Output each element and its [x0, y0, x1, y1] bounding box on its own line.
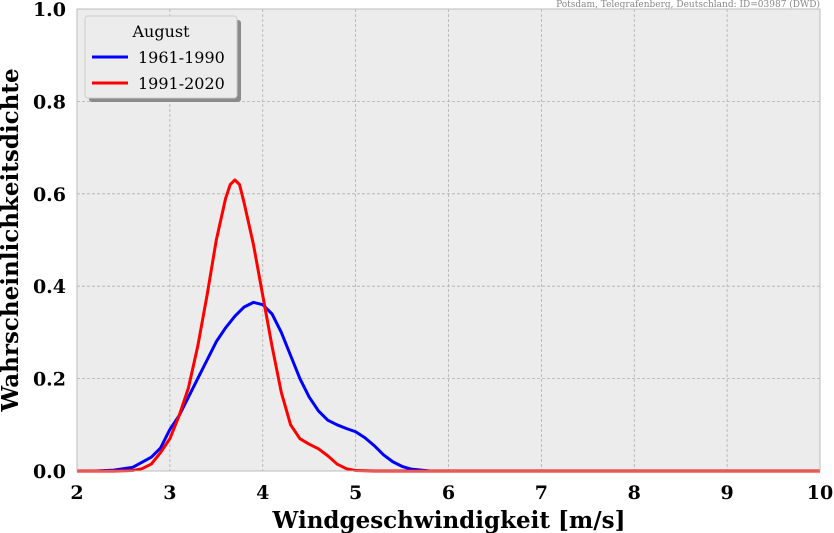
series-group: [77, 178, 820, 473]
series-line-1: [77, 300, 820, 473]
y-tick-label: 0.0: [33, 461, 66, 483]
series-line-2: [77, 178, 820, 473]
legend-label-2: 1991-2020: [138, 74, 225, 93]
legend-title: August: [131, 22, 190, 41]
y-axis-ticks: 0.0 0.2 0.4 0.6 0.8 1.0: [33, 0, 66, 483]
x-tick-label: 10: [807, 482, 833, 504]
plot-frame: [76, 8, 821, 472]
source-note: Potsdam, Telegrafenberg, Deutschland: ID…: [556, 0, 820, 10]
y-tick-label: 0.8: [33, 91, 66, 113]
y-tick-label: 0.2: [33, 369, 66, 391]
x-tick-label: 8: [628, 482, 641, 504]
legend: August 1961-1990 1991-2020: [84, 15, 241, 102]
x-tick-label: 2: [70, 482, 83, 504]
legend-entries: 1961-1990 1991-2020: [92, 48, 225, 93]
x-tick-label: 5: [349, 482, 362, 504]
y-tick-label: 1.0: [33, 0, 66, 21]
x-axis-ticks: 2 3 4 5 6 7 8 9 10: [70, 482, 833, 504]
x-tick-label: 7: [535, 482, 548, 504]
y-tick-label: 0.4: [33, 276, 66, 298]
x-axis-label: Windgeschwindigkeit [m/s]: [272, 507, 626, 533]
legend-label-1: 1961-1990: [138, 48, 225, 67]
y-tick-label: 0.6: [33, 184, 66, 206]
x-tick-label: 3: [163, 482, 176, 504]
x-tick-label: 6: [442, 482, 455, 504]
y-axis-label: Wahrscheinlichkeitsdichte: [0, 68, 24, 412]
legend-box: [84, 15, 238, 99]
x-tick-label: 9: [721, 482, 734, 504]
x-tick-label: 4: [256, 482, 269, 504]
